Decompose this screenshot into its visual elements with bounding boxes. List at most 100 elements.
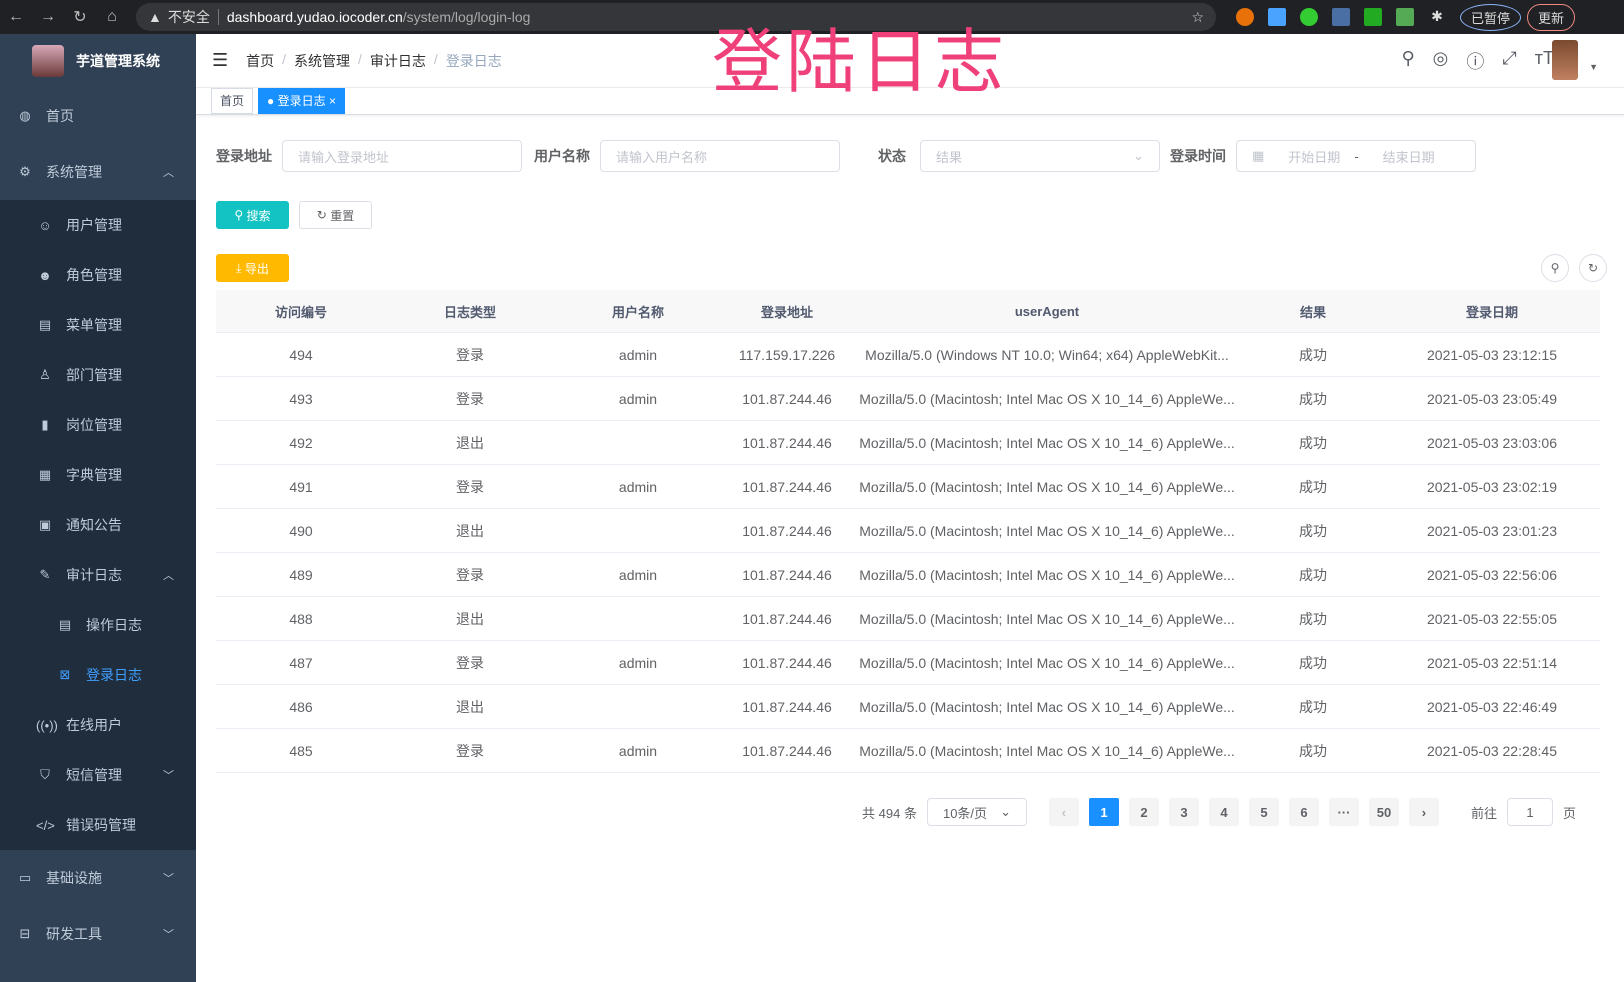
table-row[interactable]: 492 退出 101.87.244.46 Mozilla/5.0 (Macintosh…: [216, 421, 1600, 465]
table-row[interactable]: 490 退出 101.87.244.46 Mozilla/5.0 (Macintosh…: [216, 509, 1600, 553]
dict-icon: ▦: [38, 467, 52, 482]
security-label: 不安全: [167, 9, 210, 25]
username-input[interactable]: 请输入用户名称: [600, 140, 840, 172]
page-button[interactable]: 6: [1288, 798, 1319, 826]
table-row[interactable]: 491 登录 admin 101.87.244.46 Mozilla/5.0 (Maci…: [216, 465, 1600, 509]
profile-button[interactable]: 已暂停: [1460, 3, 1522, 31]
sidebar-item-notice[interactable]: ▣ 通知公告: [0, 500, 196, 550]
extension-icon[interactable]: [1268, 8, 1286, 26]
address-bar[interactable]: ▲ 不安全 dashboard.yudao.iocoder.cn/system/…: [136, 3, 1216, 31]
label: 角色管理: [66, 267, 122, 283]
goto-page-input[interactable]: 1: [1506, 798, 1553, 826]
table-row[interactable]: 486 退出 101.87.244.46 Mozilla/5.0 (Macintosh…: [216, 685, 1600, 729]
table-cell: 2021-05-03 23:05:49: [1427, 390, 1557, 407]
sidebar-item-error-code[interactable]: </> 错误码管理: [0, 800, 196, 850]
sidebar-item-operate-log[interactable]: ▤ 操作日志: [0, 600, 196, 650]
start-date[interactable]: 开始日期: [1288, 149, 1341, 165]
search-icon[interactable]: ⚲: [1401, 48, 1415, 68]
breadcrumb-item[interactable]: 首页: [246, 52, 275, 69]
sidebar-item-audit-log[interactable]: ✎ 审计日志 ︿: [0, 550, 196, 600]
table-header: 访问编号 日志类型 用户名称 登录地址 userAgent 结果 登录日期: [216, 290, 1600, 333]
font-size-icon[interactable]: ᴛT: [1534, 48, 1554, 68]
extension-icon[interactable]: [1300, 8, 1318, 26]
prev-page-button[interactable]: ‹: [1048, 798, 1079, 826]
status-select[interactable]: 结果 ⌄: [920, 140, 1160, 172]
caret-down-icon[interactable]: ▼: [1589, 62, 1598, 72]
page-button[interactable]: ···: [1328, 798, 1359, 826]
sidebar-item-infra[interactable]: ▭ 基础设施 ﹀: [0, 850, 196, 906]
logininfor-icon: ⊠: [59, 667, 71, 682]
update-button[interactable]: 更新: [1527, 3, 1576, 31]
table-row[interactable]: 485 登录 admin 101.87.244.46 Mozilla/5.0 (Maci…: [216, 729, 1600, 773]
page-button[interactable]: 2: [1128, 798, 1159, 826]
date-range-picker[interactable]: ▦ 开始日期 - 结束日期: [1236, 140, 1476, 172]
table-row[interactable]: 493 登录 admin 101.87.244.46 Mozilla/5.0 (Maci…: [216, 377, 1600, 421]
table-row[interactable]: 487 登录 admin 101.87.244.46 Mozilla/5.0 (Maci…: [216, 641, 1600, 685]
goto-label: 前往: [1470, 805, 1497, 821]
sidebar-item-post[interactable]: ▮ 岗位管理: [0, 400, 196, 450]
export-button[interactable]: ⤓ 导出: [216, 254, 289, 282]
sidebar-item-tool[interactable]: ⊟ 研发工具 ﹀: [0, 906, 196, 962]
page-size-select[interactable]: 10条/页 ⌄: [926, 798, 1027, 826]
page-button[interactable]: 5: [1248, 798, 1279, 826]
table-row[interactable]: 494 登录 admin 117.159.17.226 Mozilla/5.0 (Win…: [216, 333, 1600, 377]
label: 菜单管理: [66, 317, 122, 333]
sidebar-item-role[interactable]: ☻ 角色管理: [0, 250, 196, 300]
reload-icon[interactable]: ↻: [73, 9, 87, 26]
refresh-icon[interactable]: ↻: [1579, 254, 1607, 282]
toggle-search-icon[interactable]: ⚲: [1541, 254, 1569, 282]
close-icon[interactable]: ×: [328, 94, 336, 108]
sidebar-item-system[interactable]: ⚙ 系统管理 ︿: [0, 144, 196, 200]
next-page-button[interactable]: ›: [1408, 798, 1439, 826]
page-button[interactable]: 50: [1368, 798, 1399, 826]
table-cell: 2021-05-03 22:46:49: [1427, 698, 1557, 715]
tag-login-log[interactable]: ● 登录日志 ×: [258, 88, 345, 114]
sidebar-item-menu[interactable]: ▤ 菜单管理: [0, 300, 196, 350]
label: 登录日志: [86, 667, 142, 683]
sidebar-item-dict[interactable]: ▦ 字典管理: [0, 450, 196, 500]
page-button[interactable]: 1: [1088, 798, 1119, 826]
tag-home[interactable]: 首页: [211, 88, 254, 114]
extension-icon[interactable]: [1364, 8, 1382, 26]
table-row[interactable]: 489 登录 admin 101.87.244.46 Mozilla/5.0 (Maci…: [216, 553, 1600, 597]
breadcrumb-item[interactable]: 审计日志: [369, 52, 426, 69]
forward-icon[interactable]: →: [40, 8, 56, 25]
back-icon[interactable]: ←: [8, 8, 24, 25]
extension-icon[interactable]: [1236, 8, 1254, 26]
table-cell: Mozilla/5.0 (Macintosh; Intel Mac OS X 1…: [859, 698, 1235, 715]
pagination: 共 494 条 10条/页 ⌄ ‹ 1 2 3 4 5 6 ··· 50 › 前往 1 页: [862, 798, 1576, 826]
extension-icon[interactable]: [1332, 8, 1350, 26]
page-button[interactable]: 3: [1168, 798, 1199, 826]
table-cell: admin: [618, 346, 658, 363]
table-cell: Mozilla/5.0 (Macintosh; Intel Mac OS X 1…: [859, 434, 1235, 451]
home-icon[interactable]: ⌂: [107, 8, 117, 25]
sidebar-item-user[interactable]: ☺ 用户管理: [0, 200, 196, 250]
github-icon[interactable]: ◎: [1432, 48, 1449, 68]
table-row[interactable]: 488 退出 101.87.244.46 Mozilla/5.0 (Macintosh…: [216, 597, 1600, 641]
table-cell: 退出: [456, 434, 484, 451]
navbar: ☰ 首页 / 系统管理 / 审计日志 / 登录日志 ⚲ ◎ ⓘ ⤢ ᴛT ▼: [196, 34, 1624, 88]
sidebar-item-login-log[interactable]: ⊠ 登录日志: [0, 650, 196, 700]
question-icon[interactable]: ⓘ: [1466, 52, 1485, 72]
end-date[interactable]: 结束日期: [1382, 149, 1435, 165]
tag-label: 登录日志: [277, 94, 326, 108]
address-input[interactable]: 请输入登录地址: [282, 140, 522, 172]
reset-button[interactable]: ↻ 重置: [299, 201, 372, 229]
table-cell: 成功: [1299, 742, 1327, 759]
puzzle-icon[interactable]: ✱: [1431, 8, 1443, 24]
sidebar-item-dept[interactable]: ♙ 部门管理: [0, 350, 196, 400]
avatar[interactable]: [1552, 40, 1578, 80]
sidebar-item-sms[interactable]: ⛉ 短信管理 ﹀: [0, 750, 196, 800]
search-button[interactable]: ⚲ 搜索: [216, 201, 289, 229]
sidebar-item-home[interactable]: ◍ 首页: [0, 88, 196, 144]
sidebar-item-online[interactable]: ((•)) 在线用户: [0, 700, 196, 750]
table-cell: 成功: [1299, 610, 1327, 627]
breadcrumb-item[interactable]: 系统管理: [294, 52, 351, 69]
fullscreen-icon[interactable]: ⤢: [1502, 48, 1517, 68]
bookmark-star-icon[interactable]: ☆: [1191, 8, 1204, 25]
page-button[interactable]: 4: [1208, 798, 1239, 826]
logo[interactable]: 芋道管理系统: [0, 34, 196, 88]
extension-icon[interactable]: [1396, 8, 1414, 26]
hamburger-icon[interactable]: ☰: [212, 50, 229, 70]
table-cell: 489: [289, 566, 313, 583]
